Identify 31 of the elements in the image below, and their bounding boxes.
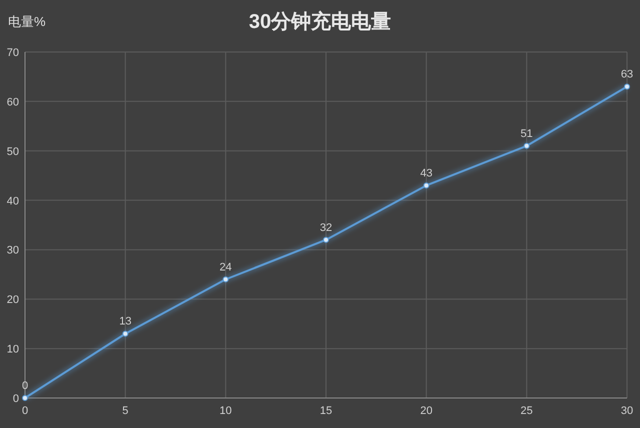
y-tick-label: 10 [6,344,19,356]
point [222,276,229,282]
x-tick-label: 5 [122,405,128,417]
x-tick-label: 25 [520,405,533,417]
point [624,84,630,90]
data-label: 32 [320,222,332,234]
data-label: 13 [119,316,132,328]
data-label: 63 [620,68,634,81]
y-tick-label: 0 [12,393,19,405]
y-tick-label: 20 [6,294,19,306]
chart-title: 30分钟充电电量 [248,10,392,33]
x-tick-label: 0 [22,405,28,417]
x-tick-label: 15 [320,405,332,417]
point [524,142,530,149]
point [423,182,430,188]
y-tick-label: 60 [6,96,19,108]
y-axis-title: 电量% [8,14,46,29]
point [122,330,128,337]
y-tick-label: 40 [6,195,19,208]
x-tick-label: 30 [620,405,634,417]
point [323,236,329,243]
x-tick-label: 20 [420,405,432,417]
y-tick-label: 50 [6,146,19,158]
y-tick-label: 30 [6,244,19,257]
data-label: 51 [520,128,533,140]
y-tick-label: 70 [6,47,19,59]
x-tick-label: 10 [220,405,232,417]
data-label: 0 [22,380,28,392]
point [22,395,28,401]
data-label: 43 [420,167,432,180]
data-label: 24 [220,261,232,274]
